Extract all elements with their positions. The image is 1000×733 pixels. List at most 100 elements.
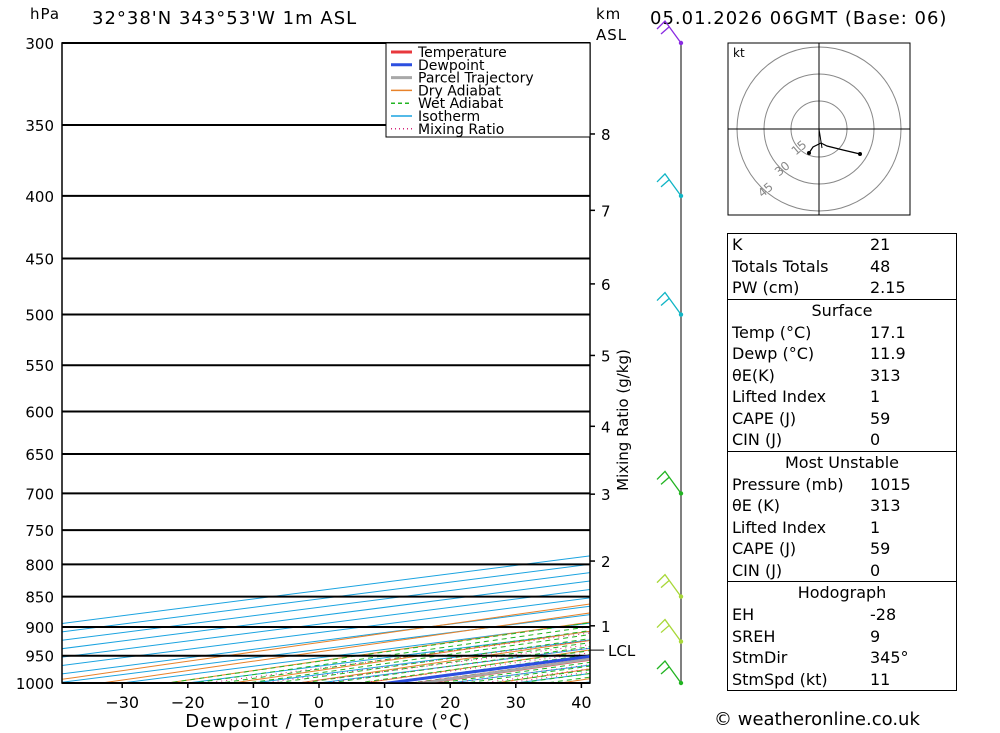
pressure-label: 550 <box>25 357 54 375</box>
index-row: CAPE (J) 59 <box>728 538 956 560</box>
indices-table: K 21 Totals Totals 48 PW (cm) 2.15 Surface Te… <box>727 233 957 691</box>
most-unstable-title: Most Unstable <box>728 450 956 474</box>
index-label: θE (K) <box>732 496 780 515</box>
index-label: CIN (J) <box>732 430 783 449</box>
x-tick-label: −10 <box>237 693 271 712</box>
x-tick-label: 40 <box>571 693 591 712</box>
pressure-label: 750 <box>25 522 54 540</box>
index-value: 313 <box>870 496 901 515</box>
pressure-label: 800 <box>25 556 54 574</box>
pressure-label: 1000 <box>16 675 54 693</box>
datetime-title: 05.01.2026 06GMT (Base: 06) <box>650 8 948 29</box>
x-tick-label: −30 <box>105 693 139 712</box>
km-label: 7 <box>601 202 611 220</box>
index-label: StmDir <box>732 648 788 667</box>
wet-adiabat-line <box>217 630 590 683</box>
x-tick-label: −20 <box>171 693 205 712</box>
mixing-ratio-axis-label: Mixing Ratio (g/kg) <box>614 349 632 491</box>
index-row: StmSpd (kt) 11 <box>728 669 956 691</box>
index-value: 313 <box>870 365 901 385</box>
pressure-label: 650 <box>25 446 54 464</box>
wind-barb <box>656 573 682 597</box>
index-value: 11.9 <box>870 344 906 363</box>
index-label: Temp (°C) <box>732 322 812 342</box>
index-label: EH <box>732 605 755 624</box>
hodograph-unit: kt <box>733 46 745 60</box>
km-label: 8 <box>601 126 611 144</box>
dry-adiabat-line <box>986 0 1000 709</box>
index-row: EH -28 <box>728 604 956 626</box>
dry-adiabat-line <box>229 630 590 683</box>
index-value: 1 <box>870 387 881 406</box>
location-title: 32°38'N 343°53'W 1m ASL <box>92 8 358 29</box>
index-row: θE (K) 313 <box>728 495 956 517</box>
km-label: 4 <box>601 418 611 436</box>
index-label: Dewp (°C) <box>732 344 815 363</box>
km-label: 1 <box>601 618 611 636</box>
index-row: Dewp (°C) 11.9 <box>728 343 956 365</box>
dry-adiabat-line <box>62 603 590 680</box>
isotherm-line <box>62 555 590 624</box>
surface-title: Surface <box>728 298 956 322</box>
index-label: CAPE (J) <box>732 539 797 558</box>
pressure-label: 700 <box>25 485 54 503</box>
index-row: Lifted Index 1 <box>728 517 956 539</box>
wind-barb <box>656 172 682 197</box>
wind-barb <box>656 20 682 44</box>
index-value: 345° <box>870 648 909 667</box>
km-label: 3 <box>601 486 611 504</box>
index-label: Totals Totals <box>732 256 829 276</box>
index-row: Lifted Index 1 <box>728 386 956 408</box>
index-row: CAPE (J) 59 <box>728 408 956 430</box>
index-label: Lifted Index <box>732 517 827 537</box>
x-tick-label: 0 <box>314 693 324 712</box>
index-value: 1015 <box>870 474 911 494</box>
index-value: 11 <box>870 669 891 689</box>
index-value: 0 <box>870 430 881 449</box>
wind-barb <box>656 660 682 684</box>
legend-label: Parcel Trajectory <box>418 71 534 87</box>
storm-motion-vector <box>818 128 823 149</box>
pressure-label: 350 <box>25 117 54 135</box>
hodograph-point <box>858 152 862 156</box>
wind-barb <box>656 470 682 494</box>
index-row: Totals Totals 48 <box>728 256 956 278</box>
pressure-label: 500 <box>25 307 54 325</box>
hodograph-point <box>807 151 811 155</box>
index-label: CIN (J) <box>732 560 783 580</box>
legend-label: Dewpoint <box>418 58 485 74</box>
legend-label: Wet Adiabat <box>418 96 504 112</box>
index-label: Lifted Index <box>732 387 827 406</box>
pressure-label: 850 <box>25 589 54 607</box>
dry-adiabat-line <box>97 612 590 683</box>
legend-label: Dry Adiabat <box>418 83 501 99</box>
index-label: PW (cm) <box>732 278 800 297</box>
index-row: CIN (J) 0 <box>728 560 956 582</box>
pressure-label: 950 <box>25 648 54 666</box>
index-value: 2.15 <box>870 278 906 297</box>
km-label: 2 <box>601 553 611 571</box>
index-value: 59 <box>870 539 891 558</box>
index-label: SREH <box>732 626 776 646</box>
index-value: 1 <box>870 517 881 537</box>
dry-adiabat-line <box>163 621 590 683</box>
index-value: 9 <box>870 626 881 646</box>
index-value: 21 <box>870 235 891 254</box>
pressure-unit-label: hPa <box>30 5 61 23</box>
index-label: K <box>732 235 743 254</box>
legend-label: Isotherm <box>418 109 480 125</box>
x-tick-label: 10 <box>374 693 394 712</box>
legend-label: Temperature <box>417 45 507 61</box>
isotherm-line <box>62 572 590 641</box>
isotherm-line <box>62 563 590 633</box>
index-row: θE(K) 313 <box>728 365 956 387</box>
pressure-label: 900 <box>25 619 54 637</box>
index-row: SREH 9 <box>728 626 956 648</box>
pressure-label: 600 <box>25 403 54 421</box>
wind-barb <box>656 618 682 642</box>
index-label: Pressure (mb) <box>732 474 844 494</box>
index-value: -28 <box>870 605 897 624</box>
